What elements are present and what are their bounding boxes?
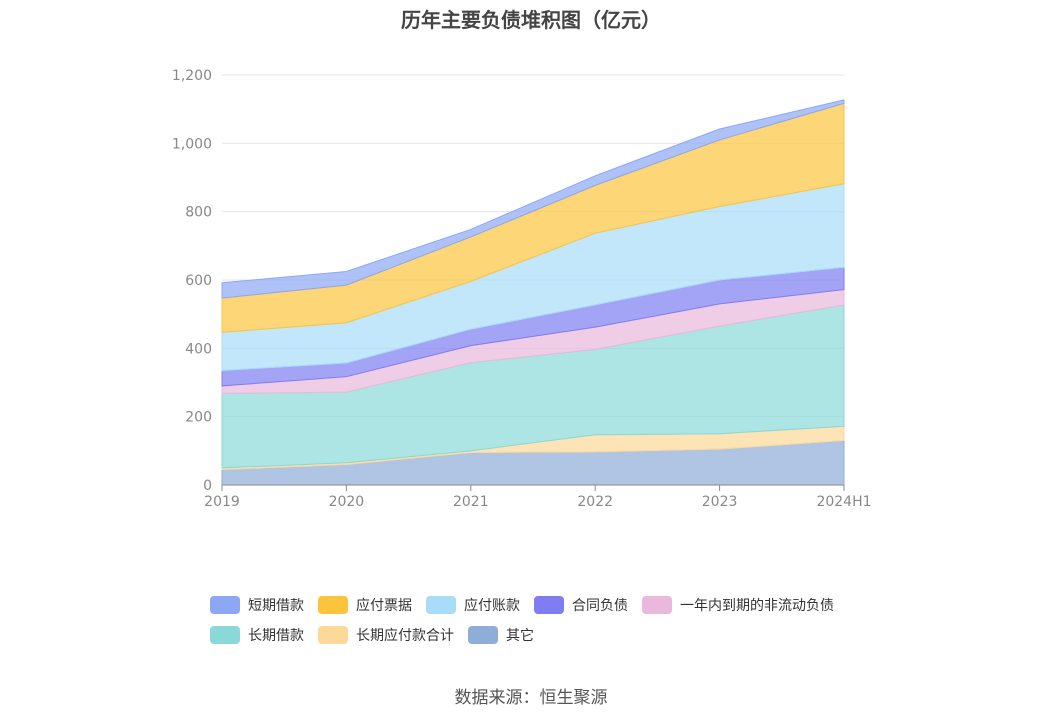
legend-item[interactable]: 短期借款 bbox=[210, 595, 304, 615]
legend-swatch bbox=[318, 626, 348, 644]
legend-swatch bbox=[426, 596, 456, 614]
legend-label: 应付账款 bbox=[464, 598, 520, 614]
legend-label: 其它 bbox=[506, 628, 534, 644]
y-tick-label: 400 bbox=[185, 341, 212, 357]
legend-swatch bbox=[318, 596, 348, 614]
x-tick-label: 2023 bbox=[702, 494, 738, 510]
chart-title: 历年主要负债堆积图（亿元） bbox=[401, 8, 661, 32]
y-tick-label: 800 bbox=[185, 205, 212, 221]
legend-row: 长期借款 长期应付款合计 其它 bbox=[210, 620, 910, 650]
legend-swatch bbox=[642, 596, 672, 614]
legend: 短期借款 应付票据 应付账款 合同负债 一年内到期的非流动负债长期借款 长期应付款合计 其它 bbox=[210, 590, 910, 650]
x-tick-label: 2019 bbox=[204, 494, 240, 510]
legend-swatch bbox=[210, 626, 240, 644]
y-tick-label: 0 bbox=[203, 478, 212, 494]
x-tick-label: 2024H1 bbox=[816, 494, 871, 510]
legend-row: 短期借款 应付票据 应付账款 合同负债 一年内到期的非流动负债 bbox=[210, 590, 910, 620]
legend-label: 合同负债 bbox=[572, 598, 628, 614]
legend-item[interactable]: 一年内到期的非流动负债 bbox=[642, 595, 834, 615]
legend-swatch bbox=[534, 596, 564, 614]
legend-item[interactable]: 应付票据 bbox=[318, 595, 412, 615]
legend-label: 长期应付款合计 bbox=[356, 628, 454, 644]
y-tick-label: 1,000 bbox=[172, 136, 212, 152]
x-tick-label: 2020 bbox=[329, 494, 365, 510]
axes: 0 200 400 600 800 1,000 1,200 2019 2020 2021 2022 2… bbox=[172, 68, 872, 510]
y-tick-label: 600 bbox=[185, 273, 212, 289]
legend-label: 短期借款 bbox=[248, 598, 304, 614]
legend-label: 一年内到期的非流动负债 bbox=[680, 598, 834, 614]
legend-item[interactable]: 应付账款 bbox=[426, 595, 520, 615]
legend-item[interactable]: 长期借款 bbox=[210, 625, 304, 645]
x-tick-label: 2022 bbox=[577, 494, 613, 510]
legend-item[interactable]: 其它 bbox=[468, 625, 534, 645]
legend-swatch bbox=[210, 596, 240, 614]
legend-item[interactable]: 合同负债 bbox=[534, 595, 628, 615]
source-note: 数据来源：恒生聚源 bbox=[454, 688, 608, 708]
area-series bbox=[221, 99, 845, 486]
y-tick-label: 1,200 bbox=[172, 68, 212, 84]
area-series-7 bbox=[221, 99, 845, 299]
x-tick-label: 2021 bbox=[453, 494, 489, 510]
legend-item[interactable]: 长期应付款合计 bbox=[318, 625, 454, 645]
stacked-area-chart: 0 200 400 600 800 1,000 1,200 2019 2020 2021 2022 2… bbox=[172, 68, 872, 510]
legend-label: 长期借款 bbox=[248, 628, 304, 644]
y-tick-label: 200 bbox=[185, 410, 212, 426]
legend-label: 应付票据 bbox=[356, 598, 412, 614]
legend-swatch bbox=[468, 626, 498, 644]
